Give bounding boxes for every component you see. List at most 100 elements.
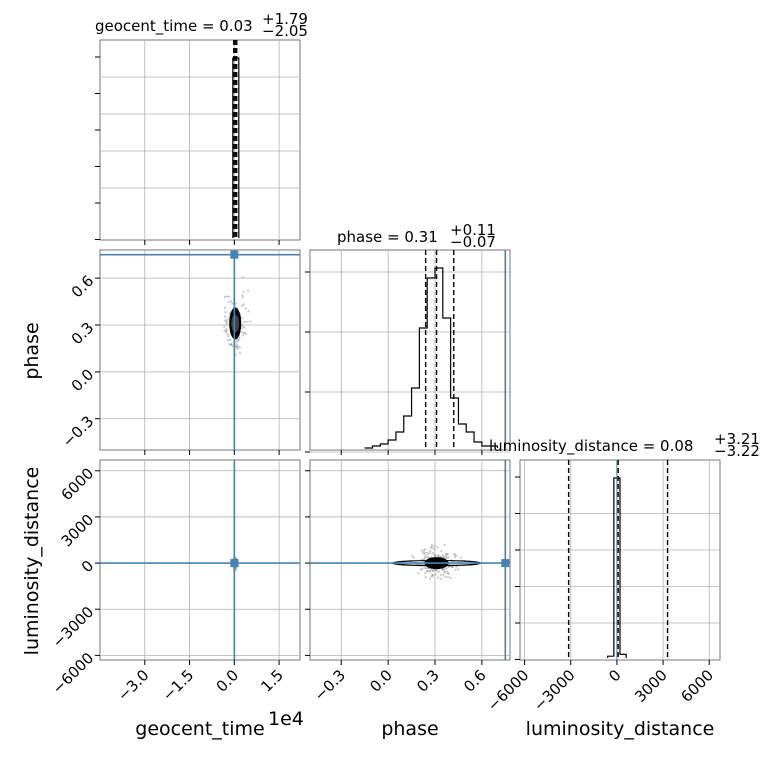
sample-point [433,544,436,548]
sample-point [223,329,226,332]
sample-point [432,547,435,550]
sample-point [229,343,232,346]
title-phase-minus: −0.07 [450,233,496,251]
sample-point [230,300,233,303]
sample-point [420,558,423,561]
sample-point [420,549,423,552]
sample-point [240,331,243,334]
sample-point [227,334,230,338]
title-luminosity-distance-minus: −3.22 [714,442,760,460]
xtick-label: 0.3 [413,666,443,696]
ytick-label: 3000 [58,511,98,551]
sample-point [241,276,245,279]
sample-point [446,553,449,556]
sample-point [245,320,248,323]
panel-distance-vs-geocent-time-frame [99,459,301,661]
sample-point [238,346,241,349]
xlabel-luminosity-distance: luminosity_distance [526,718,715,740]
title-luminosity-distance: luminosity_distance = 0.08 [489,437,693,456]
sample-point [445,556,448,560]
sample-point [223,319,227,322]
sample-point [238,336,241,340]
sample-point [238,351,242,354]
sample-point [237,345,240,348]
sample-point [235,345,238,349]
sample-point [225,321,228,324]
sample-point [242,320,246,324]
sample-point [441,554,445,557]
sample-point [242,303,245,306]
xtick-label: −6000 [484,666,533,715]
sample-point [227,300,230,304]
xtick-label: 1.5 [257,666,287,696]
sample-point [438,555,441,558]
sample-point [241,296,244,299]
sample-point [424,576,427,579]
xlabel-geocent-time: geocent_time [135,718,264,740]
xlabel-phase: phase [381,718,438,740]
sample-point [424,571,427,574]
sample-point [453,553,457,556]
panel-hist-geocent-time-frame [99,39,301,241]
sample-point [227,295,231,298]
ytick-label: 0.0 [68,366,98,396]
sample-point [428,577,432,580]
ytick-label: 0 [78,557,97,576]
sample-point [225,295,229,298]
truth-marker [230,559,239,568]
xtick-label: 0.0 [366,666,396,696]
sample-point [430,544,433,547]
sample-point [457,568,460,571]
sample-point [223,306,226,309]
sample-point [454,568,457,571]
ylabel-phase: phase [21,322,43,379]
title-geocent-time: geocent_time = 0.03 [95,17,253,36]
title-phase: phase = 0.31 [337,228,438,246]
sample-point [224,311,227,314]
sample-point [447,575,450,578]
sample-point [436,576,440,579]
sample-point [450,566,454,569]
sample-point [421,567,424,571]
sample-point [453,556,457,559]
sample-point [443,543,446,547]
sample-point [437,554,440,557]
sample-point [236,347,239,350]
sample-point [445,567,448,570]
panel-distance-vs-geocent-time: −3.0 −1.5 0.0 1.5 −6000−3000 0 3000 6000 [49,459,301,705]
title-luminosity-distance-plus: +3.21 [714,430,760,448]
xtick-label: 3000 [631,666,671,706]
sample-point [435,569,438,572]
sample-point [423,566,426,569]
sample-point [247,310,250,313]
sample-point [249,320,252,323]
sample-point [226,318,229,321]
sample-point [430,568,433,571]
sample-point [437,570,441,573]
sample-point [223,315,226,318]
sample-point [236,338,239,341]
ylabel-luminosity-distance: luminosity_distance [21,467,43,656]
sample-point [225,329,228,332]
sample-point [422,549,425,552]
sample-point [423,556,426,559]
xtick-label: 0.6 [460,666,490,696]
sample-point [449,576,452,580]
sample-point [412,556,416,559]
sample-point [417,571,420,575]
xtick-label: −3000 [530,666,579,715]
sample-point [444,576,447,579]
axis-labels: geocent_time 1e4 phase luminosity_distan… [21,322,714,740]
ytick-label: 6000 [58,464,98,504]
sample-point [231,302,234,305]
sample-point [433,553,436,556]
xtick-label: 6000 [677,666,717,706]
panel-phase-vs-geocent-time-frame [99,249,301,451]
sample-point [443,571,446,574]
panel-titles: geocent_time = 0.03 +1.79 −2.05 phase = … [95,10,760,460]
sample-point [425,555,429,558]
panel-hist-phase [305,249,511,455]
sample-point [431,573,434,576]
sample-point [225,323,228,326]
